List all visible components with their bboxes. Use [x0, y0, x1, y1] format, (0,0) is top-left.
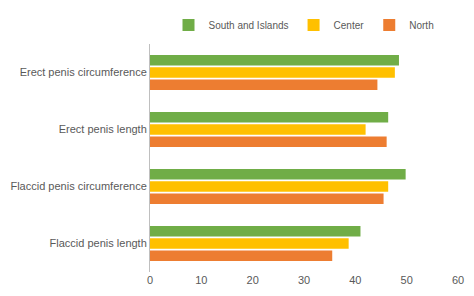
svg-text:Erect penis length: Erect penis length: [59, 123, 147, 135]
svg-text:Erect penis circumference: Erect penis circumference: [20, 66, 147, 78]
svg-text:40: 40: [349, 274, 361, 286]
svg-text:30: 30: [298, 274, 310, 286]
svg-text:60: 60: [452, 274, 464, 286]
svg-text:10: 10: [195, 274, 207, 286]
svg-text:Flaccid penis circumference: Flaccid penis circumference: [10, 180, 146, 192]
svg-text:Flaccid penis length: Flaccid penis length: [50, 237, 147, 249]
svg-text:South and Islands: South and Islands: [209, 20, 289, 31]
svg-text:North: North: [409, 20, 433, 31]
svg-text:Center: Center: [334, 20, 365, 31]
svg-text:0: 0: [147, 274, 153, 286]
svg-text:20: 20: [247, 274, 259, 286]
svg-text:50: 50: [401, 274, 413, 286]
